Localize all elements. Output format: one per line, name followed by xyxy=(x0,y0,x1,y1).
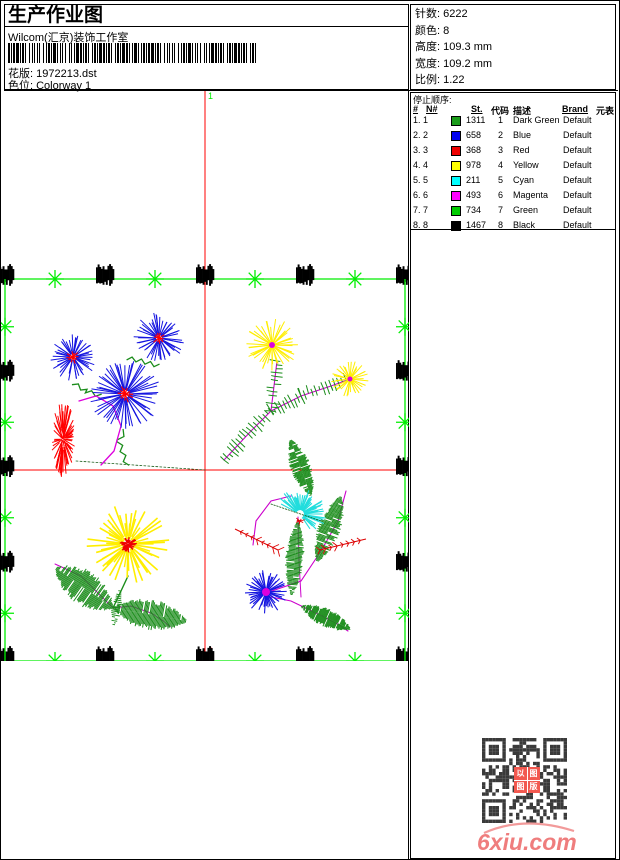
svg-text:1: 1 xyxy=(208,91,213,101)
svg-text:6xiu.com: 6xiu.com xyxy=(477,829,577,855)
